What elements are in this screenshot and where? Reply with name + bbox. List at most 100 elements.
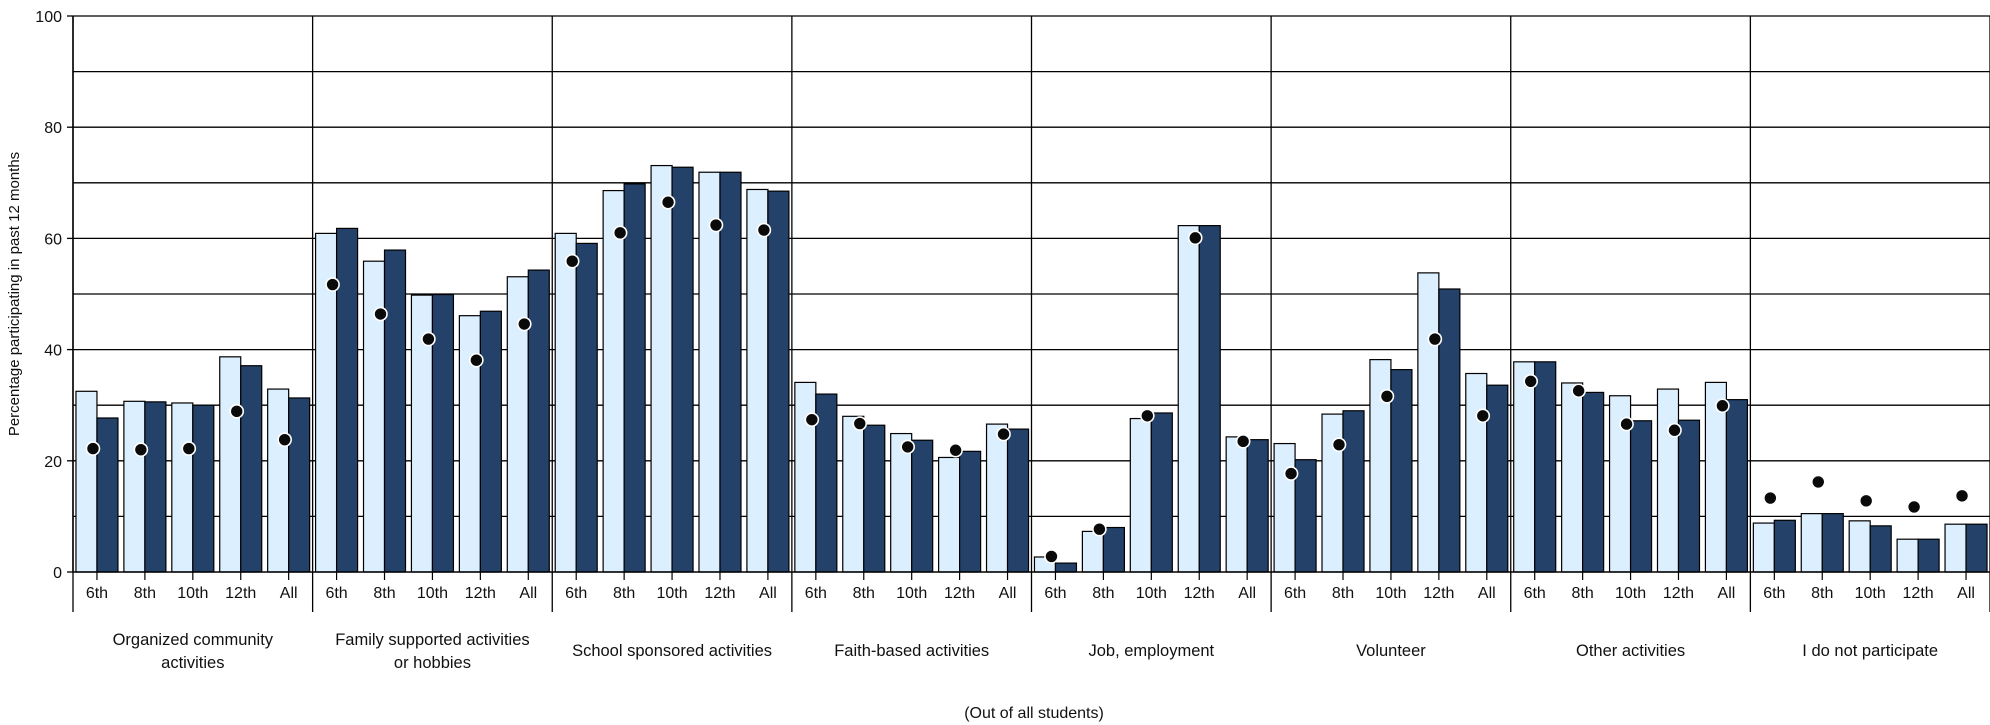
x-tick-label: 6th [1763, 585, 1785, 602]
x-tick-label: 8th [134, 585, 156, 602]
bar-dark [144, 401, 167, 573]
data-dot [516, 316, 532, 332]
data-dot [85, 441, 101, 456]
bar-dark [1582, 391, 1605, 573]
x-tick-label: 8th [1572, 585, 1594, 602]
data-dot [1906, 499, 1922, 515]
bar-dark [1342, 410, 1365, 573]
y-tick-label: 20 [44, 454, 62, 471]
x-tick-label: 12th [1184, 585, 1215, 602]
data-dot [804, 412, 820, 427]
data-dot [1427, 331, 1443, 347]
bar-light [1513, 361, 1536, 573]
bar-dark [575, 242, 598, 573]
bar-light [1800, 513, 1823, 573]
x-tick-label: 8th [373, 585, 395, 602]
bar-dark [1294, 459, 1317, 573]
x-tick-label: 12th [944, 585, 975, 602]
y-tick-label: 100 [35, 9, 62, 26]
data-dot [1954, 488, 1970, 504]
bar-dark [240, 365, 263, 573]
data-dot [1092, 521, 1107, 537]
x-tick-label: All [1718, 585, 1736, 602]
bar-light [1081, 530, 1104, 573]
x-tick-label: 8th [1332, 585, 1354, 602]
x-tick-label: 10th [656, 585, 687, 602]
data-dot [900, 439, 915, 455]
plot-frame [67, 15, 1990, 612]
data-dot [373, 306, 388, 322]
bar-dark [719, 171, 742, 573]
x-tick-label: 8th [1811, 585, 1833, 602]
bar-light [1561, 382, 1584, 573]
data-dot [1044, 549, 1059, 564]
data-dot [1810, 474, 1826, 490]
bar-dark [1102, 526, 1125, 573]
bar-dark [479, 310, 502, 573]
x-tick-label: 8th [1092, 585, 1114, 602]
bar-dark [1821, 513, 1844, 573]
bar-dark [1486, 384, 1509, 573]
bar-light [1944, 523, 1967, 573]
bar-dark [1725, 399, 1749, 573]
x-tick-label: 10th [896, 585, 927, 602]
x-tick-label: 10th [1615, 585, 1646, 602]
group-label: activities [161, 654, 224, 672]
bar-light [123, 400, 146, 573]
bar-dark [192, 404, 215, 573]
bar-dark [96, 417, 119, 573]
data-dot [1619, 416, 1634, 432]
data-dot [756, 222, 772, 238]
bar-dark [1390, 369, 1413, 573]
data-dot [564, 253, 580, 269]
data-dot [277, 432, 292, 447]
bar-dark [288, 397, 311, 573]
data-dot [1715, 398, 1730, 414]
bar-dark [671, 166, 694, 573]
x-tick-label: 12th [1903, 585, 1934, 602]
data-dot [469, 352, 484, 368]
x-axis-title: (Out of all students) [964, 705, 1104, 722]
x-tick-label: 10th [177, 585, 208, 602]
x-tick-label: 6th [325, 585, 347, 602]
x-tick-label: All [999, 585, 1017, 602]
bar-dark [1677, 419, 1701, 573]
bar-light [1896, 538, 1919, 573]
y-axis-title: Percentage participating in past 12 mont… [6, 152, 23, 436]
group-label: Faith-based activities [834, 642, 989, 660]
x-tick-label: 12th [465, 585, 496, 602]
bar-dark [1917, 538, 1940, 573]
x-tick-label: 6th [805, 585, 827, 602]
x-tick-label: 12th [1423, 585, 1454, 602]
bar-light [650, 164, 673, 573]
bar-light [1465, 372, 1488, 573]
data-dot [421, 331, 436, 347]
x-tick-label: 6th [1284, 585, 1306, 602]
group-label: School sponsored activities [572, 642, 772, 660]
group-label: Organized community [113, 631, 274, 649]
data-dot [660, 194, 676, 210]
data-dot [1523, 373, 1539, 389]
data-dot [708, 217, 724, 233]
data-dot [1667, 422, 1682, 438]
bar-light [794, 381, 817, 573]
bar-light [1273, 442, 1296, 573]
bar-dark [1198, 225, 1221, 573]
group-label: Job, employment [1088, 642, 1214, 660]
bar-dark [1534, 361, 1557, 573]
bar-dark [1150, 412, 1173, 573]
x-tick-label: 6th [1524, 585, 1546, 602]
bar-dark [1006, 428, 1030, 573]
bar-dark [1246, 439, 1269, 573]
dots [85, 194, 1970, 564]
bar-dark [863, 424, 886, 573]
bar-dark [431, 293, 455, 573]
x-tick-label: All [519, 585, 537, 602]
bar-dark [959, 450, 982, 573]
bar-dark [1869, 525, 1892, 573]
bar-dark [1438, 288, 1461, 573]
x-tick-label: 6th [1044, 585, 1066, 602]
data-dot [1140, 408, 1155, 424]
